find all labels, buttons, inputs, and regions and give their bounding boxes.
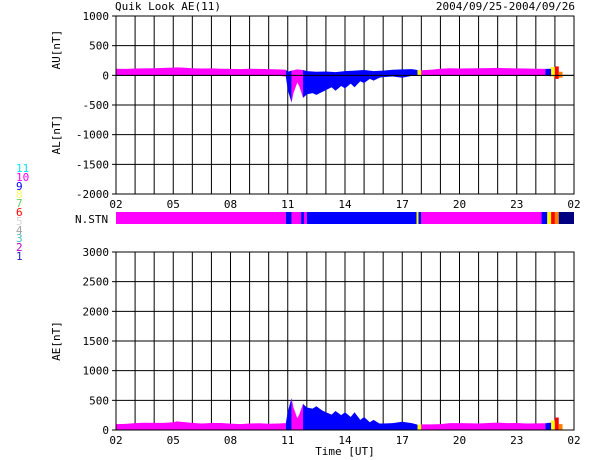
station-band-segment	[558, 212, 574, 224]
x-tick-label: 23	[510, 198, 523, 211]
station-band-segment	[285, 212, 292, 224]
legend-item-2: 2	[16, 241, 23, 255]
x-tick-label: 02	[567, 434, 580, 447]
x-tick-label: 02	[109, 198, 122, 211]
ae-area	[285, 397, 292, 430]
au-area	[291, 69, 304, 76]
y-tick-label: -500	[83, 99, 110, 112]
x-tick-label: 11	[281, 434, 294, 447]
x-tick-label: 23	[510, 434, 523, 447]
x-tick-label: 14	[338, 198, 352, 211]
x-tick-label: 20	[453, 198, 466, 211]
y-tick-label: 500	[89, 394, 109, 407]
ae-area	[291, 397, 304, 430]
station-legend: 11 10 9 8 7 6 5 4 3 2 1	[16, 162, 30, 263]
y-tick-label: 2500	[83, 276, 110, 289]
plot-frame	[115, 15, 575, 195]
x-tick-label: 14	[338, 434, 352, 447]
legend-item-9: 9	[16, 179, 23, 193]
station-band-segment	[554, 212, 559, 224]
au-area	[303, 69, 418, 76]
tail-bar	[547, 68, 552, 76]
y-tick-label: -1500	[76, 158, 109, 171]
legend-item-4: 4	[16, 223, 23, 237]
legend-item-11: 11	[16, 162, 30, 175]
ae-area	[417, 424, 422, 430]
y-tick-label: 1500	[83, 335, 110, 348]
al-area	[291, 75, 304, 103]
y-axis-label-al: AL[nT]	[50, 115, 63, 155]
y-axis-label-au: AU[nT]	[50, 30, 63, 70]
y-axis-label-ae: AE[nT]	[50, 321, 63, 361]
y-tick-label: 0	[102, 424, 109, 437]
au-area	[417, 69, 422, 76]
x-tick-label: 08	[224, 434, 237, 447]
y-tick-label: 1000	[83, 365, 110, 378]
station-band-segment	[547, 212, 552, 224]
y-tick-label: -1000	[76, 129, 109, 142]
tail-bar	[551, 67, 555, 77]
station-band-segment	[418, 212, 422, 224]
band-label: N.STN	[75, 213, 108, 226]
x-tick-label: 02	[567, 198, 580, 211]
station-band-segment	[306, 212, 417, 224]
date-range: 2004/09/25-2004/09/26	[435, 0, 575, 13]
station-band-segment	[541, 212, 548, 224]
station-band-segment	[416, 212, 419, 224]
x-tick-label: 11	[281, 198, 294, 211]
x-tick-label: 17	[396, 434, 409, 447]
tail-bar	[554, 417, 559, 430]
legend-item-10: 10	[16, 170, 30, 184]
y-tick-label: 0	[102, 69, 109, 82]
ae-area	[421, 422, 546, 430]
x-tick-label: 08	[224, 198, 237, 211]
station-band-segment	[116, 212, 286, 224]
al-area	[285, 75, 292, 103]
au-area	[116, 67, 286, 76]
al-area	[303, 75, 418, 98]
x-axis-label: Time [UT]	[315, 445, 375, 458]
station-band-segment	[551, 212, 555, 224]
chart-title: Quik Look AE(11)	[115, 0, 221, 13]
x-tick-label: 02	[109, 434, 122, 447]
y-tick-label: 3000	[83, 246, 110, 259]
tail-bar	[558, 71, 563, 78]
au-area	[421, 67, 546, 76]
y-tick-label: 1000	[83, 10, 110, 23]
x-tick-label: 20	[453, 434, 466, 447]
ae-area	[303, 403, 418, 430]
legend-item-6: 6	[16, 205, 23, 219]
station-band-segment	[291, 212, 302, 224]
station-band-segment	[301, 212, 304, 224]
legend-item-1: 1	[16, 249, 23, 263]
x-tick-label: 05	[167, 434, 180, 447]
x-tick-label: 17	[396, 198, 409, 211]
plot-frame	[115, 251, 575, 431]
legend-item-3: 3	[16, 232, 23, 246]
tail-bar	[558, 424, 563, 430]
tail-bar	[551, 420, 555, 430]
ae-area	[116, 421, 286, 430]
au-area	[285, 69, 292, 76]
x-tick-label: 05	[167, 198, 180, 211]
legend-item-5: 5	[16, 214, 23, 228]
station-band-segment	[421, 212, 542, 224]
y-tick-label: -2000	[76, 188, 109, 201]
tail-bar	[547, 422, 552, 430]
legend-item-7: 7	[16, 197, 23, 211]
legend-item-8: 8	[16, 188, 23, 202]
y-tick-label: 2000	[83, 305, 110, 318]
tail-bar	[554, 66, 559, 79]
y-tick-label: 500	[89, 40, 109, 53]
station-band-segment	[303, 212, 307, 224]
